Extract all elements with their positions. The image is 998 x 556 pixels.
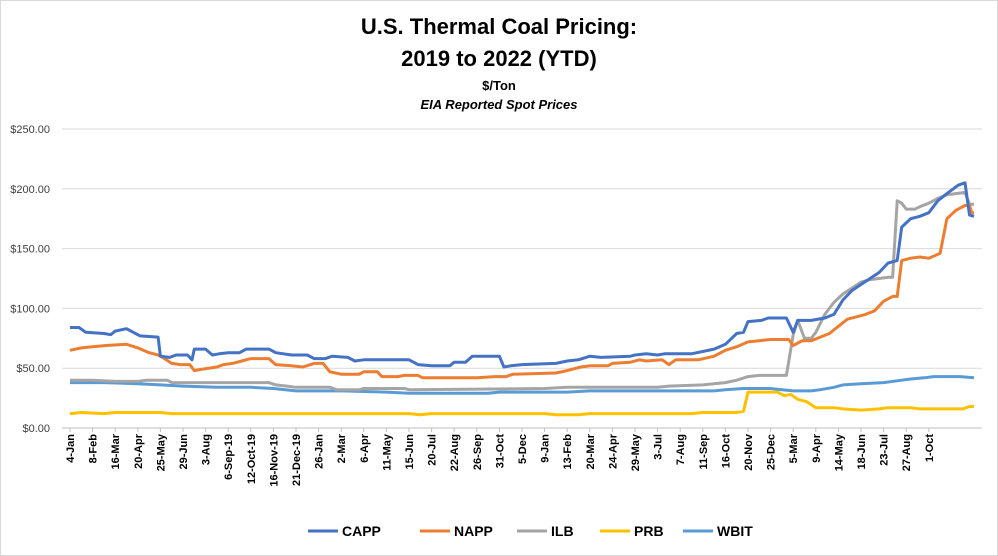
y-tick-label: $200.00: [10, 184, 50, 196]
x-axis: 4-Jan 8-Feb 16-Mar 20-Apr 25-May 29-Jun 3-Aug 6…: [65, 428, 936, 487]
x-tick-label: 3-Jul: [653, 434, 665, 460]
x-tick-label: 26-Jan: [314, 434, 326, 469]
x-tick-label: 18-Jun: [856, 434, 868, 470]
legend: CAPP NAPP ILB PRB WBIT: [308, 523, 753, 539]
series-line-capp: [70, 181, 975, 369]
x-tick-label: 22-Aug: [449, 434, 461, 471]
chart-title: U.S. Thermal Coal Pricing:: [360, 14, 638, 39]
y-tick-label: $250.00: [10, 124, 50, 136]
legend-label-capp: CAPP: [342, 523, 381, 539]
x-tick-label: 3-Aug: [201, 434, 213, 465]
series-line-wbit: [70, 375, 975, 395]
series-line-napp: [69, 204, 974, 380]
series-lines: [69, 181, 975, 417]
x-tick-label: 8-Feb: [88, 434, 100, 464]
x-tick-label: 29-May: [630, 433, 642, 471]
x-tick-label: 6-Apr: [359, 433, 371, 462]
x-tick-label: 5-Mar: [788, 433, 800, 463]
x-tick-label: 16-Mar: [110, 433, 122, 469]
series-line-prb: [69, 390, 974, 417]
x-tick-label: 26-Sep: [472, 434, 484, 470]
y-tick-label: $100.00: [10, 303, 50, 315]
x-tick-label: 21-Dec-19: [291, 434, 303, 486]
x-tick-label: 13-Feb: [562, 434, 574, 470]
legend-label-napp: NAPP: [454, 523, 493, 539]
x-tick-label: 16-Nov-19: [268, 434, 280, 487]
chart-title-line2: 2019 to 2022 (YTD): [401, 46, 597, 71]
x-tick-label: 9-Jan: [540, 434, 552, 463]
series-line-ilb: [70, 190, 974, 392]
y-tick-label: $0.00: [22, 423, 50, 435]
x-tick-label: 11-May: [381, 433, 393, 471]
x-tick-label: 31-Oct: [494, 434, 506, 469]
x-tick-label: 4-Jan: [65, 434, 77, 463]
x-tick-label: 20-Mar: [585, 433, 597, 469]
x-tick-label: 15-Jun: [404, 434, 416, 470]
x-tick-label: 20-Jul: [427, 434, 439, 466]
x-tick-label: 16-Oct: [720, 434, 732, 469]
chart-subtitle-source: EIA Reported Spot Prices: [420, 97, 578, 112]
x-tick-label: 29-Jun: [178, 434, 190, 470]
y-tick-label: $150.00: [10, 244, 50, 256]
x-tick-label: 11-Sep: [698, 434, 710, 470]
x-tick-label: 5-Dec: [517, 434, 529, 464]
legend-label-prb: PRB: [634, 523, 664, 539]
x-tick-label: 1-Oct: [924, 434, 936, 462]
x-tick-label: 2-Mar: [336, 433, 348, 463]
x-tick-label: 14-May: [833, 433, 845, 471]
x-tick-label: 27-Aug: [901, 434, 913, 471]
y-tick-label: $50.00: [16, 363, 50, 375]
x-tick-label: 9-Apr: [811, 433, 823, 462]
x-tick-label: 20-Apr: [133, 433, 145, 469]
legend-label-wbit: WBIT: [717, 523, 753, 539]
y-axis: $0.00 $50.00 $100.00 $150.00 $200.00 $250.00: [10, 124, 50, 435]
x-tick-label: 25-Dec: [766, 434, 778, 470]
x-tick-label: 20-Nov: [743, 433, 755, 471]
x-tick-label: 24-Apr: [607, 433, 619, 469]
x-tick-label: 12-Oct-19: [246, 434, 258, 484]
x-tick-label: 6-Sep-19: [223, 434, 235, 480]
x-tick-label: 23-Jul: [879, 434, 891, 466]
x-tick-label: 25-May: [155, 433, 167, 471]
legend-label-ilb: ILB: [551, 523, 574, 539]
x-tick-label: 7-Aug: [675, 434, 687, 465]
chart-subtitle: $/Ton: [482, 78, 516, 93]
